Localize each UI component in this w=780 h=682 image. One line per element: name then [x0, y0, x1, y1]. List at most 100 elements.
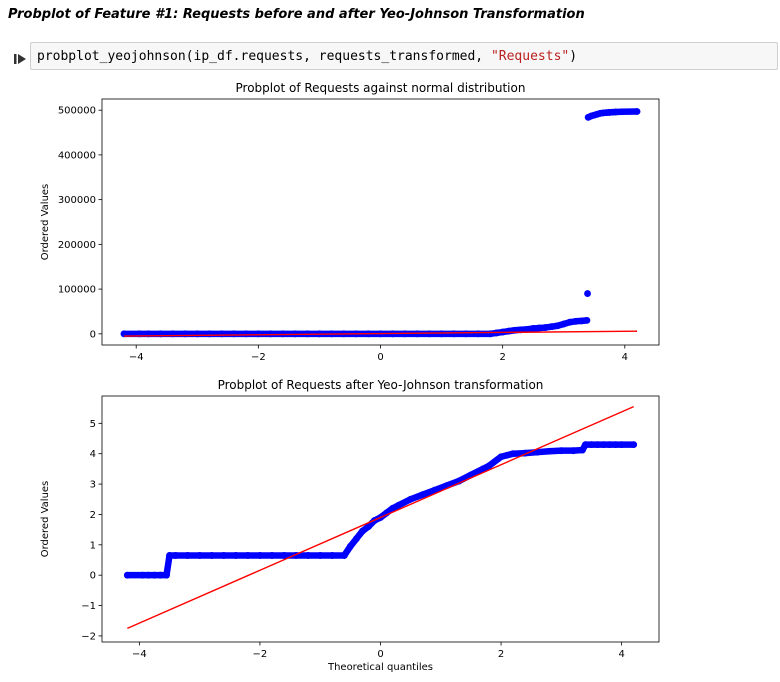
chart-0-data-point [474, 330, 482, 338]
chart-1-data-point [304, 552, 312, 559]
chart-1-data-point [570, 447, 577, 455]
chart-1-data-point [557, 447, 565, 455]
chart-1-data-point [503, 451, 511, 459]
chart-1-data-point [157, 571, 164, 579]
chart-1-xtick-label: 4 [618, 649, 624, 660]
chart-1-fit-line [127, 405, 634, 629]
chart-0-data-point [633, 108, 641, 115]
chart-1-xlabel: Theoretical quantiles [327, 662, 433, 673]
chart-1-ylabel: Ordered Values [40, 481, 51, 558]
chart-1-data-point [145, 571, 152, 579]
chart-0-xtick-label: 2 [499, 352, 505, 363]
chart-1-data-point [268, 552, 276, 559]
chart-1-data-point [497, 453, 505, 461]
code-string-argument: "Requests" [490, 49, 570, 64]
chart-1-ytick-label: −1 [81, 601, 96, 612]
chart-1-data-point [184, 552, 191, 559]
chart-0-data-point [279, 330, 287, 338]
chart-1-data-point [352, 535, 360, 543]
chart-0-data-point [181, 330, 189, 338]
chart-0-data-point [462, 330, 470, 338]
chart-0-data-point [523, 325, 531, 333]
chart-0-data-point [254, 330, 262, 338]
chart-1-title: Probplot of Requests after Yeo-Johnson t… [218, 378, 544, 392]
chart-1-data-point [582, 441, 589, 448]
chart-1-data-point [256, 552, 264, 559]
chart-0-ytick-label: 0 [90, 329, 96, 340]
chart-1-data-point [545, 447, 553, 455]
chart-0-data-point [618, 108, 626, 116]
chart-0-ytick-label: 500000 [58, 106, 96, 117]
chart-1-data-point [600, 441, 607, 448]
code-line: probplot_yeojohnson(ip_df.requests, requ… [37, 49, 577, 64]
chart-1-data-point [123, 571, 131, 579]
chart-1-xtick-label: −4 [132, 649, 147, 660]
chart-0-data-point [517, 326, 525, 334]
step-run-icon[interactable] [14, 50, 26, 64]
chart-0-data-point [230, 330, 238, 338]
chart-1-data-point [280, 552, 288, 559]
chart-1-data-point [588, 441, 595, 448]
chart-0-data-point [438, 330, 445, 338]
chart-0-data-point [560, 320, 568, 328]
chart-1-data-point [359, 527, 366, 535]
chart-1-ytick-label: 0 [90, 571, 96, 582]
chart-1-data-point [612, 441, 619, 448]
chart-0-data-point [583, 317, 591, 324]
chart-0-data-point [267, 330, 274, 338]
chart-1-data-point [630, 441, 638, 448]
chart-0-xtick-label: 0 [377, 352, 383, 363]
chart-1-ytick-label: 1 [90, 540, 96, 551]
chart-1-data-point [485, 462, 493, 470]
chart-1-data-point [163, 571, 170, 579]
chart-1-data-point [395, 501, 402, 509]
chart-1-ytick-label: 4 [90, 449, 96, 460]
chart-0-ytick-label: 200000 [58, 240, 96, 251]
chart-1-data-point [172, 552, 179, 559]
chart-0-ylabel: Ordered Values [40, 184, 51, 261]
chart-1-data-point [340, 552, 348, 559]
chart-1-xtick-label: 0 [377, 649, 383, 660]
chart-1-data-point [509, 450, 517, 458]
chart-0-ytick-label: 300000 [58, 195, 96, 206]
chart-0-data-point [505, 327, 513, 335]
chart-1-data-point [579, 446, 586, 454]
chart-0-data-point [548, 323, 555, 331]
chart-0-data-point [450, 330, 458, 338]
chart-0-data-point [206, 330, 213, 338]
chart-1-data-point [618, 441, 626, 448]
chart-1-data-point [594, 441, 601, 448]
chart-1-xtick-label: −2 [253, 649, 268, 660]
chart-1-data-point [419, 491, 427, 499]
chart-1-ytick-label: −2 [81, 631, 96, 642]
chart-0-data-point [572, 317, 580, 325]
chart-1-data-point [533, 448, 541, 456]
chart-0-ytick-label: 400000 [58, 150, 96, 161]
chart-1-data-point [232, 552, 240, 559]
chart-1-data-point [151, 571, 158, 579]
chart-1-data-point [208, 552, 216, 559]
chart-1-data-point [138, 571, 146, 579]
chart-1-data-point [431, 486, 439, 494]
chart-1-xtick-label: 2 [498, 649, 504, 660]
chart-1-data-point [220, 552, 228, 559]
chart-0-data-point [584, 290, 591, 297]
chart-0-data-point [529, 325, 537, 332]
code-cell-input[interactable]: probplot_yeojohnson(ip_df.requests, requ… [30, 42, 778, 70]
chart-0-title: Probplot of Requests against normal dist… [236, 81, 526, 95]
code-close-paren: ) [569, 49, 578, 64]
chart-1-data-point [166, 552, 173, 559]
chart-1-data-point [479, 465, 487, 473]
chart-1-data-point [196, 552, 204, 559]
chart-0-data-point [193, 330, 201, 338]
probplot-figure-svg: Probplot of Requests against normal dist… [40, 81, 660, 673]
probplot-figure: Probplot of Requests against normal dist… [0, 78, 780, 682]
chart-1-ytick-label: 3 [90, 480, 96, 491]
code-call: probplot_yeojohnson(ip_df.requests, requ… [37, 49, 491, 64]
chart-0-data-point [578, 317, 586, 325]
chart-0-fit-line [123, 330, 638, 337]
chart-1-data-point [244, 552, 252, 559]
chart-1-ytick-label: 2 [90, 510, 96, 521]
chart-0-xtick-label: −2 [251, 352, 266, 363]
chart-1-data-point [606, 441, 613, 448]
